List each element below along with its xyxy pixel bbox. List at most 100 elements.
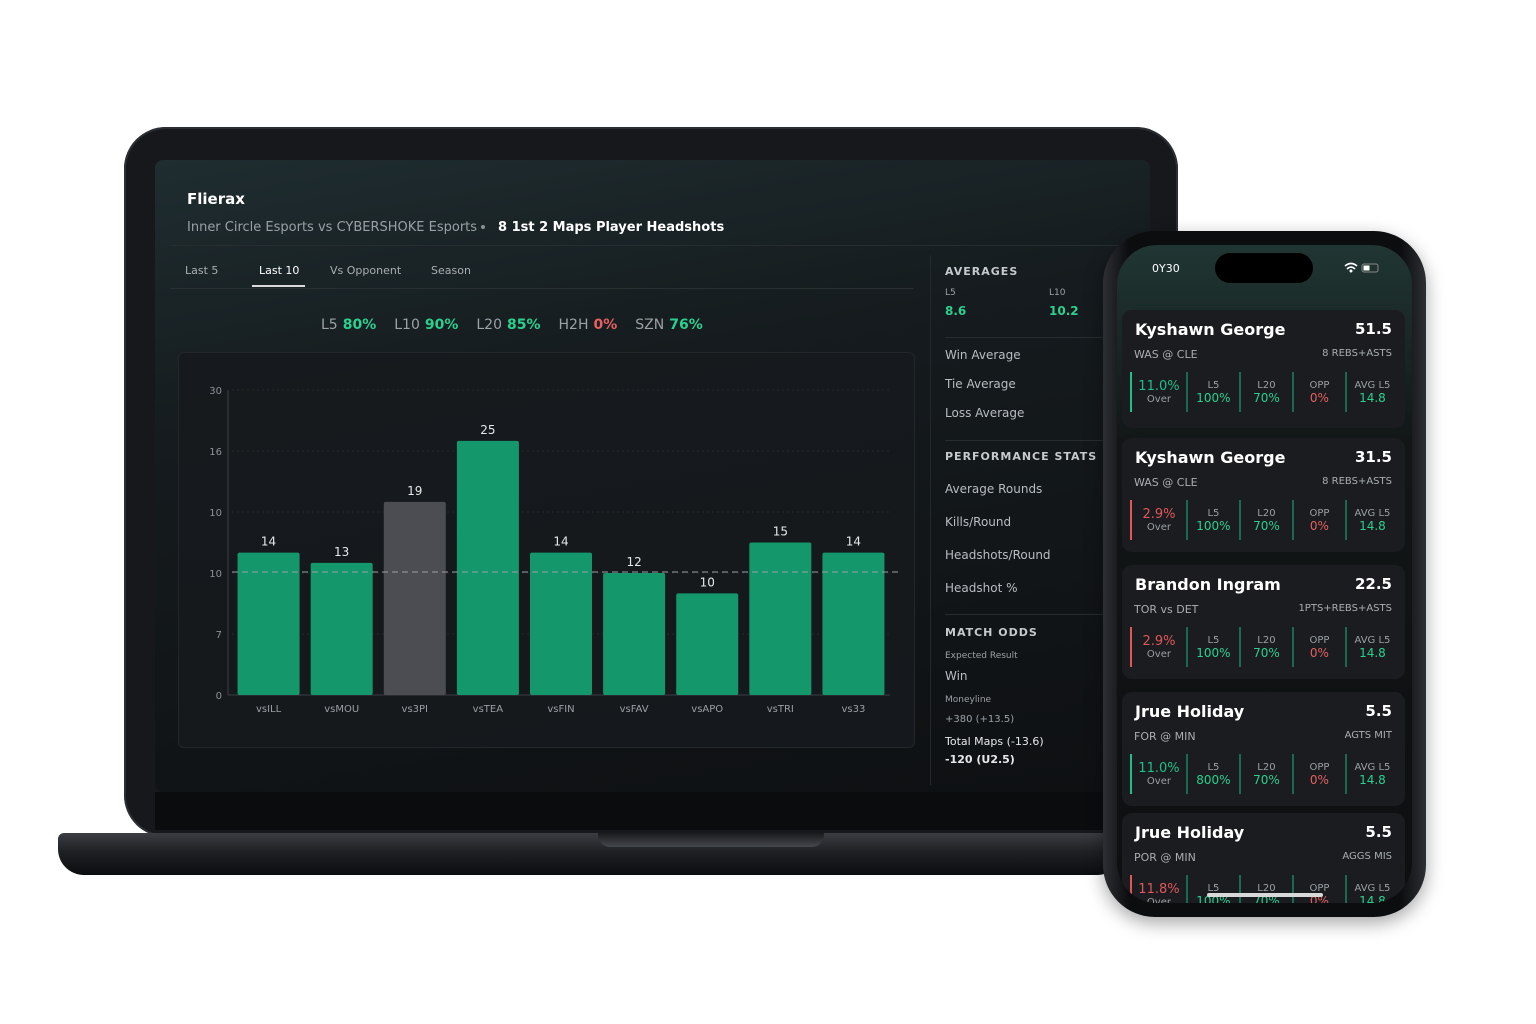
hit-rate-value: 85% bbox=[507, 317, 541, 333]
bar bbox=[676, 593, 739, 695]
bar bbox=[237, 552, 300, 695]
stat-label: L5 bbox=[1207, 634, 1220, 646]
over-side: Over bbox=[1146, 649, 1171, 660]
stat-cell: AVG L5 14.8 bbox=[1344, 875, 1398, 903]
market: 8 1st 2 Maps Player Headshots bbox=[498, 220, 725, 235]
prop-line: 5.5 bbox=[1365, 823, 1392, 841]
stat-cell: L5 100% bbox=[1185, 875, 1239, 904]
stats-row: 11.8% Over L5 100% L20 70% OPP 0% AVG L5 14.8 bbox=[1130, 875, 1398, 903]
laptop-chin bbox=[155, 792, 1150, 830]
prop-line: 51.5 bbox=[1354, 320, 1392, 338]
tab-divider bbox=[170, 288, 913, 289]
stat-cell: L20 70% bbox=[1238, 372, 1292, 412]
x-tick-label: vsILL bbox=[256, 704, 282, 715]
prop-card[interactable]: Kyshawn George 31.5 WAS @ CLE 8 REBS+ASTS 2.… bbox=[1122, 438, 1405, 552]
over-side: Over bbox=[1146, 897, 1171, 903]
player-name: Brandon Ingram bbox=[1135, 575, 1281, 594]
stats-row: 2.9% Over L5 100% L20 70% OPP 0% AVG L5 14.8 bbox=[1130, 500, 1398, 540]
stat-cell: L5 100% bbox=[1185, 627, 1239, 667]
stat-value: 0% bbox=[1309, 518, 1329, 533]
bar-value-label: 14 bbox=[553, 535, 568, 549]
hit-rate-label: L5 bbox=[321, 317, 338, 333]
prop-line: 5.5 bbox=[1365, 702, 1392, 720]
market: AGTS MIT bbox=[1344, 730, 1392, 741]
tab[interactable]: Last 10 bbox=[259, 264, 300, 277]
status-icons bbox=[1344, 262, 1379, 273]
over-pct: 11.0% bbox=[1138, 379, 1180, 394]
divider bbox=[170, 245, 1130, 246]
prop-card[interactable]: Kyshawn George 51.5 WAS @ CLE 8 REBS+ASTS 11… bbox=[1122, 310, 1405, 428]
over-pct: 11.8% bbox=[1138, 882, 1180, 897]
stat-value: 70% bbox=[1253, 893, 1280, 904]
sidebar-divider bbox=[945, 440, 1105, 441]
x-tick-label: vsFIN bbox=[547, 704, 574, 715]
stat-cell: AVG L5 14.8 bbox=[1344, 372, 1398, 412]
stat-label: L5 bbox=[1207, 379, 1220, 391]
dynamic-island bbox=[1215, 253, 1313, 283]
stat-label: AVG L5 bbox=[1354, 761, 1391, 773]
dot bbox=[481, 225, 485, 229]
stat-value: 70% bbox=[1253, 645, 1280, 660]
player-name: Kyshawn George bbox=[1135, 320, 1286, 339]
stat-label: AVG L5 bbox=[1354, 379, 1391, 391]
stat-label: OPP bbox=[1309, 634, 1330, 646]
player-name: Kyshawn George bbox=[1135, 448, 1286, 467]
app-title: Flierax bbox=[187, 190, 245, 208]
tab[interactable]: Last 5 bbox=[185, 264, 219, 277]
y-axis-label: 16 bbox=[209, 447, 222, 458]
over-side: Over bbox=[1146, 522, 1171, 533]
tab[interactable]: Vs Opponent bbox=[330, 264, 402, 277]
bar-value-label: 14 bbox=[846, 535, 861, 549]
stat-row: Average Rounds bbox=[945, 482, 1043, 496]
stat-row: Tie Average bbox=[945, 377, 1016, 391]
stats-row: 2.9% Over L5 100% L20 70% OPP 0% AVG L5 14.8 bbox=[1130, 627, 1398, 667]
over-side: Over bbox=[1146, 394, 1171, 405]
section-heading: AVERAGES bbox=[945, 265, 1019, 278]
prop-card[interactable]: Jrue Holiday 5.5 FOR @ MIN AGTS MIT 11.0% Ove… bbox=[1122, 692, 1405, 806]
stat-label: OPP bbox=[1309, 761, 1330, 773]
stat-cell: 11.0% Over bbox=[1130, 372, 1186, 412]
stat-value: 100% bbox=[1196, 893, 1231, 904]
status-time: 0Y30 bbox=[1152, 262, 1180, 275]
x-tick-label: vs3PI bbox=[402, 704, 428, 715]
bar-value-label: 14 bbox=[261, 535, 276, 549]
matchup: Inner Circle Esports vs CYBERSHOKE Espor… bbox=[187, 220, 478, 235]
hit-rate-value: 76% bbox=[669, 317, 703, 333]
y-axis-label: 30 bbox=[209, 386, 222, 397]
stat-value: 0% bbox=[1309, 645, 1329, 660]
matchup: POR @ MIN bbox=[1134, 851, 1196, 864]
stat-value: 14.8 bbox=[1359, 390, 1386, 405]
tab[interactable]: Season bbox=[431, 264, 471, 277]
stat-label: L20 bbox=[1257, 882, 1276, 894]
prop-card[interactable]: Brandon Ingram 22.5 TOR vs DET 1PTS+REBS+AS… bbox=[1122, 565, 1405, 679]
bar bbox=[603, 573, 666, 695]
laptop-base bbox=[58, 833, 1123, 875]
market: 8 REBS+ASTS bbox=[1322, 476, 1392, 487]
prop-line: 31.5 bbox=[1354, 448, 1392, 466]
bar-value-label: 25 bbox=[480, 423, 495, 437]
stat-cell: OPP 0% bbox=[1291, 754, 1345, 794]
hit-rate-value: 0% bbox=[593, 317, 618, 333]
stat-row: Loss Average bbox=[945, 406, 1025, 420]
x-tick-label: vsAPO bbox=[691, 704, 723, 715]
laptop-notch bbox=[598, 833, 824, 847]
stat-label: L5 bbox=[1207, 507, 1220, 519]
over-pct: 11.0% bbox=[1138, 761, 1180, 776]
bar-value-label: 19 bbox=[407, 484, 422, 498]
bar bbox=[310, 562, 373, 695]
sidebar-divider bbox=[945, 337, 1105, 338]
y-axis-label: 0 bbox=[216, 691, 222, 702]
stat-cell: OPP 0% bbox=[1291, 372, 1345, 412]
stat-cell: L20 70% bbox=[1238, 875, 1292, 904]
y-axis-label: 7 bbox=[216, 630, 222, 641]
section-heading: PERFORMANCE STATS bbox=[945, 450, 1098, 463]
stat-value: 0% bbox=[1309, 390, 1329, 405]
stat-cell: L5 100% bbox=[1185, 372, 1239, 412]
hit-rate-label: SZN bbox=[635, 317, 665, 333]
prop-card[interactable]: Jrue Holiday 5.5 POR @ MIN AGGS MIS 11.8% Ove… bbox=[1122, 813, 1405, 903]
over-pct: 2.9% bbox=[1142, 634, 1176, 649]
stat-cell: AVG L5 14.8 bbox=[1344, 627, 1398, 667]
stat-cell: L5 100% bbox=[1185, 500, 1239, 540]
hit-rate-value: 90% bbox=[424, 317, 459, 333]
